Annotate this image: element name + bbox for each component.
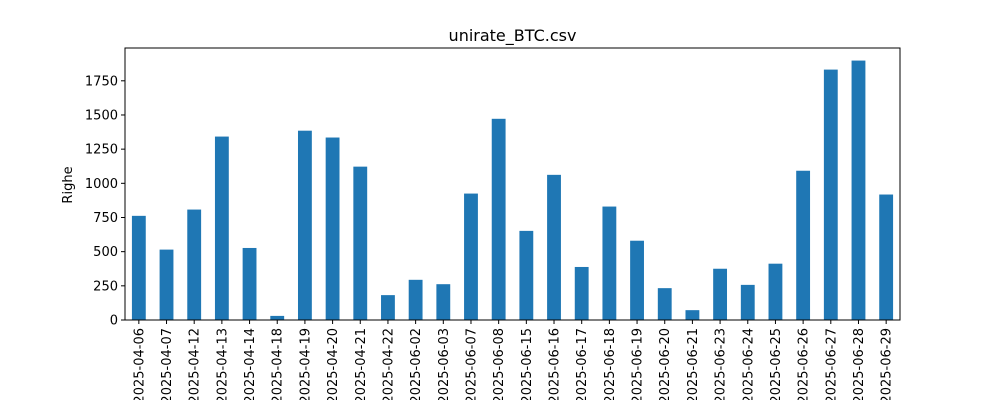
x-axis-ticks: 2025-04-06 2025-04-07 2025-04-12 2025-04-13… — [132, 320, 895, 400]
x-tick-label: 2025-06-16 — [548, 328, 563, 400]
y-tick-label: 1500 — [85, 108, 118, 123]
bar-2025-06-27 — [823, 69, 838, 320]
bar-2025-06-07 — [464, 193, 478, 320]
y-tick-label: 750 — [93, 211, 118, 226]
bar-2025-04-19 — [297, 130, 312, 320]
bar-2025-04-07 — [159, 249, 174, 320]
x-tick-label: 2025-04-21 — [354, 328, 369, 400]
x-tick-label: 2025-04-13 — [215, 328, 230, 400]
bar-2025-06-24 — [740, 284, 755, 320]
bar-2025-04-18 — [270, 315, 285, 320]
bar-2025-06-29 — [879, 194, 894, 320]
x-tick-label: 2025-06-17 — [575, 328, 590, 400]
x-tick-label: 2025-06-28 — [852, 328, 867, 400]
bar-2025-06-15 — [519, 230, 534, 320]
y-tick-label: 1250 — [85, 143, 118, 158]
bar-2025-06-03 — [436, 284, 451, 320]
bar-2025-04-12 — [187, 209, 202, 320]
bar-2025-04-13 — [214, 136, 229, 320]
bar-2025-06-19 — [630, 240, 644, 320]
x-tick-label: 2025-04-07 — [160, 328, 175, 400]
plot-area-frame — [124, 47, 901, 321]
x-tick-label: 2025-06-26 — [797, 328, 812, 400]
x-tick-label: 2025-06-23 — [714, 328, 729, 400]
y-tick-label: 0 — [110, 314, 118, 329]
y-tick-label: 1000 — [85, 177, 118, 192]
x-tick-label: 2025-04-18 — [271, 328, 286, 400]
bar-2025-06-08 — [491, 118, 506, 321]
x-tick-label: 2025-06-20 — [658, 328, 673, 400]
chart-title: unirate_BTC.csv — [449, 26, 577, 46]
y-tick-label: 500 — [93, 245, 118, 260]
y-tick-label: 250 — [93, 279, 118, 294]
x-tick-label: 2025-04-22 — [381, 328, 396, 400]
x-tick-label: 2025-06-25 — [769, 328, 784, 400]
bar-2025-06-26 — [796, 170, 811, 320]
bar-2025-06-18 — [602, 206, 617, 320]
x-tick-label: 2025-06-08 — [492, 328, 507, 400]
bars-group — [131, 60, 894, 321]
x-tick-label: 2025-06-21 — [686, 328, 701, 400]
bar-2025-06-16 — [547, 174, 561, 320]
bar-2025-06-02 — [408, 279, 423, 320]
bar-2025-04-21 — [353, 166, 368, 320]
x-tick-label: 2025-06-15 — [520, 328, 535, 400]
bar-2025-04-14 — [242, 247, 257, 320]
bar-2025-04-22 — [381, 295, 395, 320]
bar-2025-06-28 — [851, 60, 866, 320]
x-tick-label: 2025-04-12 — [188, 328, 203, 400]
x-tick-label: 2025-04-06 — [132, 328, 147, 400]
y-axis-label: Righe — [61, 166, 76, 203]
bar-2025-06-25 — [768, 263, 783, 320]
x-tick-label: 2025-06-07 — [464, 328, 479, 400]
y-axis-ticks: 0 250 500 750 1000 1250 1500 1750 — [85, 74, 125, 329]
x-tick-label: 2025-04-19 — [298, 328, 313, 400]
x-tick-label: 2025-06-24 — [741, 328, 756, 400]
bar-2025-04-20 — [325, 137, 340, 320]
y-tick-label: 1750 — [85, 74, 118, 89]
x-tick-label: 2025-06-18 — [603, 328, 618, 400]
x-tick-label: 2025-04-14 — [243, 328, 258, 400]
bar-2025-04-06 — [131, 215, 146, 320]
bar-2025-06-17 — [574, 266, 589, 320]
x-tick-label: 2025-06-19 — [631, 328, 646, 400]
x-tick-label: 2025-06-29 — [880, 328, 895, 400]
bar-2025-06-21 — [685, 310, 700, 320]
bar-2025-06-23 — [713, 268, 728, 320]
bar-2025-06-20 — [657, 288, 672, 320]
x-tick-label: 2025-06-02 — [409, 328, 424, 400]
x-tick-label: 2025-06-03 — [437, 328, 452, 400]
x-tick-label: 2025-06-27 — [824, 328, 839, 400]
x-tick-label: 2025-04-20 — [326, 328, 341, 400]
